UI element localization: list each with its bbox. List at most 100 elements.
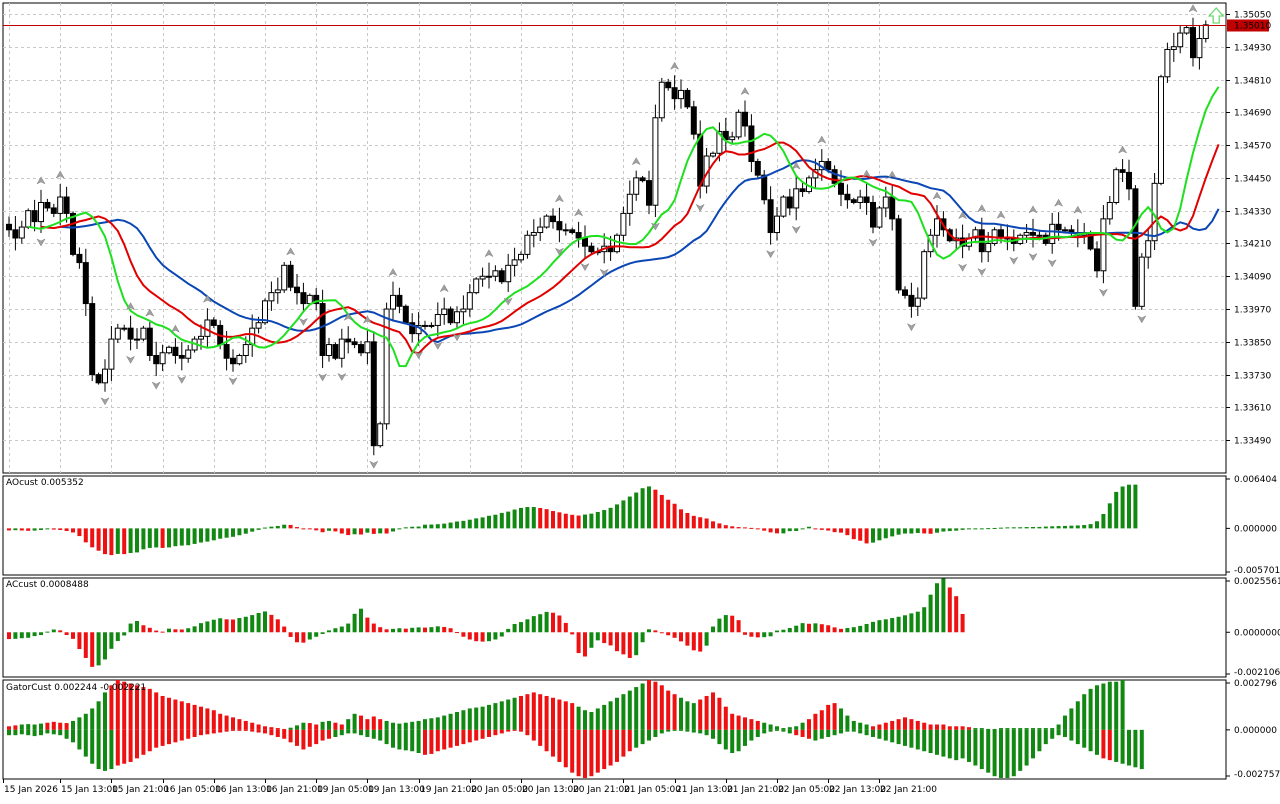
ac-histogram-bar	[384, 629, 389, 633]
ac-histogram-bar	[64, 632, 69, 636]
gator-upper-bar	[685, 701, 690, 730]
ao-histogram-bar	[199, 528, 203, 543]
gator-upper-bar	[915, 720, 920, 730]
ao-histogram-bar	[154, 528, 159, 548]
ao-histogram-bar	[871, 528, 875, 543]
ac-histogram-bar	[199, 623, 203, 633]
gator-upper-bar	[135, 685, 139, 730]
gator-lower-bar	[1114, 729, 1119, 762]
ac-histogram-bar	[461, 632, 466, 637]
gator-lower-bar	[589, 729, 594, 777]
candle-bull	[1106, 201, 1113, 220]
ao-histogram-bar	[960, 528, 965, 530]
fractal-up-arrow	[791, 161, 801, 170]
ac-histogram-bar	[506, 628, 511, 633]
fractal-up-arrow	[202, 294, 213, 303]
ao-histogram-bar	[90, 528, 95, 548]
ao-histogram-bar	[231, 528, 235, 537]
ac-histogram-bar	[352, 613, 357, 633]
x-axis-tick-label: 16 Jan 05:00	[164, 785, 221, 795]
x-axis-tick-label: 16 Jan 13:00	[215, 785, 272, 795]
gator-upper-bar	[890, 720, 895, 730]
gator-upper-bar	[519, 695, 523, 730]
gator-upper-bar	[864, 724, 869, 730]
candle-bull	[543, 215, 550, 228]
gator-lower-bar	[1139, 729, 1144, 770]
gator-upper-bar	[1095, 685, 1099, 730]
ac-histogram-bar	[723, 615, 728, 633]
ao-histogram-bar	[1069, 525, 1074, 529]
gator-upper-bar	[935, 724, 939, 730]
x-axis-tick-label: 19 Jan 21:00	[420, 785, 477, 795]
gator-upper-bar	[442, 715, 447, 730]
gator-lower-bar	[1024, 729, 1029, 766]
ao-histogram-bar	[250, 528, 255, 532]
ac-histogram-bar	[807, 623, 811, 633]
gator-upper-bar	[762, 722, 767, 730]
gator-lower-bar	[1018, 729, 1023, 771]
ao-histogram-bar	[71, 528, 75, 533]
fractal-down-arrow	[413, 351, 424, 360]
gator-upper-bar	[224, 715, 229, 730]
fractal-down-arrow	[503, 297, 513, 306]
gator-lower-bar	[538, 729, 543, 746]
ao-histogram-bar	[1133, 484, 1138, 529]
candle-bull	[268, 292, 275, 302]
gator-lower-bar	[205, 729, 210, 735]
ao-histogram-bar	[320, 528, 325, 533]
candle-bear	[569, 229, 576, 234]
candle-bull	[1164, 48, 1171, 78]
gator-lower-bar	[1107, 729, 1112, 761]
ao-histogram-bar	[384, 528, 389, 534]
gator-lower-bar	[448, 729, 453, 748]
ao-histogram-bar	[999, 527, 1003, 529]
gator-upper-bar	[1043, 728, 1048, 730]
ac-histogram-bar	[256, 612, 261, 633]
gator-lower-bar	[775, 729, 779, 731]
x-axis-tick-label: 19 Jan 05:00	[317, 785, 374, 795]
gator-upper-bar	[730, 713, 735, 730]
gator-upper-bar	[103, 692, 107, 730]
gator-lower-bar	[1095, 729, 1099, 755]
gator-upper-bar	[928, 724, 933, 730]
ac-histogram-bar	[109, 632, 114, 649]
candle-bull	[729, 136, 736, 141]
gator-lower-bar	[103, 729, 107, 771]
ao-histogram-bar	[563, 513, 568, 529]
candle-bull	[306, 294, 313, 305]
ac-histogram-bar	[160, 631, 165, 633]
gator-lower-bar	[608, 729, 613, 766]
ao-histogram-bar	[947, 528, 952, 532]
ao-histogram-bar	[333, 528, 338, 532]
candle-bull	[102, 368, 108, 384]
candle-bear	[447, 308, 454, 324]
candle-bear	[44, 201, 51, 209]
alligator-jaw-line	[60, 159, 1220, 344]
gator-upper-bar	[698, 699, 703, 730]
gator-lower-bar	[282, 729, 287, 739]
candle-bear	[863, 196, 870, 203]
gator-lower-bar	[563, 729, 568, 768]
gator-lower-bar	[397, 729, 402, 750]
gator-upper-bar	[32, 724, 37, 730]
gator-upper-bar	[410, 721, 415, 730]
gator-upper-bar	[403, 722, 408, 730]
ac-histogram-bar	[32, 632, 37, 637]
y-axis-tick-label: 1.34090	[1234, 273, 1271, 283]
y-axis-tick-label: 1.34690	[1234, 109, 1271, 119]
gator-upper-bar	[576, 706, 581, 730]
candle-bull	[511, 259, 518, 266]
gator-upper-bar	[557, 699, 562, 730]
ac-histogram-bar	[83, 632, 88, 658]
gator-lower-bar	[263, 729, 267, 734]
ac-histogram-bar	[141, 625, 146, 633]
gator-lower-bar	[519, 729, 523, 732]
candle-bear	[153, 355, 160, 365]
gator-upper-bar	[947, 726, 952, 730]
gator-lower-bar	[723, 729, 728, 750]
ac-histogram-bar	[647, 629, 651, 633]
candle-bull	[1145, 240, 1152, 258]
ao-pane-frame	[2, 475, 1227, 576]
ao-histogram-bar	[275, 526, 280, 529]
